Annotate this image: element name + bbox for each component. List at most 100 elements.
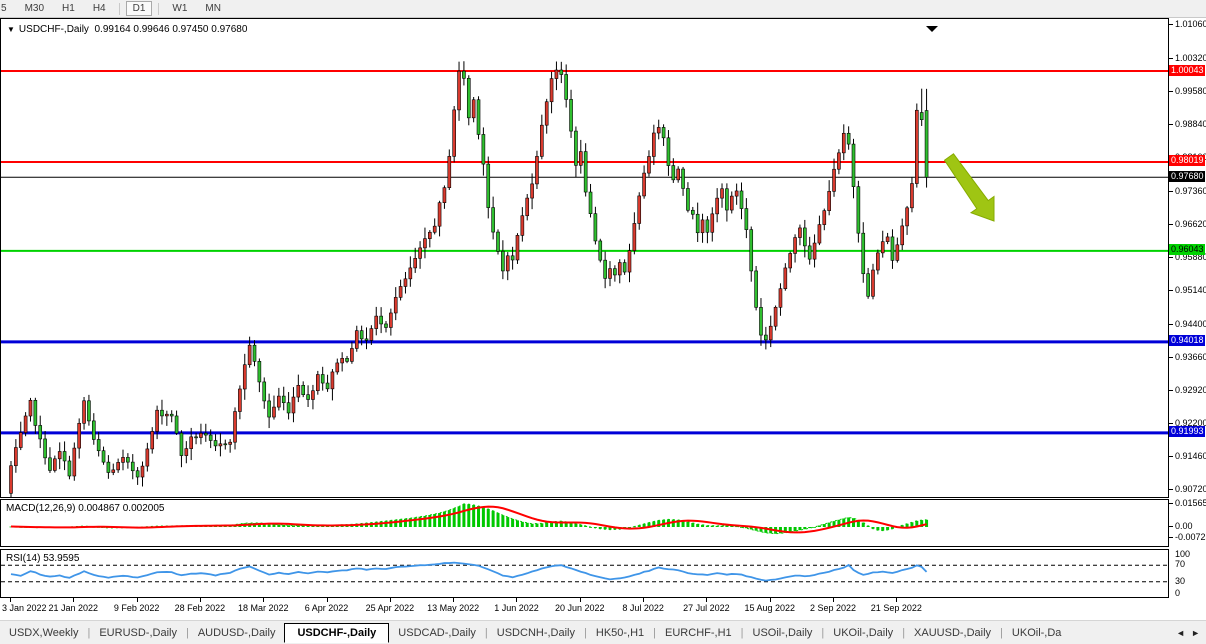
chart-tab-usdx-weekly[interactable]: USDX,Weekly [9, 627, 79, 639]
arrow-annotation [943, 153, 995, 222]
axis-tick-mark [1169, 323, 1173, 325]
chart-tab-eurusd-daily[interactable]: EURUSD-,Daily [99, 627, 177, 639]
chart-tab-eurchf-h1[interactable]: EURCHF-,H1 [665, 627, 732, 639]
price-marker-1.00043: 1.00043 [1169, 64, 1205, 76]
axis-tick-mark [1169, 257, 1173, 259]
price-tick-label: 1.01060 [1175, 19, 1206, 30]
price-axis[interactable]: 1.010601.003200.995800.988400.981000.973… [1169, 18, 1206, 498]
chart-tab-usdcad-daily[interactable]: USDCAD-,Daily [398, 627, 476, 639]
chart-tab-usoil-daily[interactable]: USOil-,Daily [752, 627, 813, 639]
axis-tick-mark [1169, 422, 1173, 424]
price-marker-0.97680: 0.97680 [1169, 170, 1205, 182]
tab-scroll-controls: ◄ ► [1173, 628, 1206, 638]
chart-tab-usdchf-daily[interactable]: USDCHF-,Daily [284, 623, 390, 643]
date-label: 27 Jul 2022 [683, 603, 730, 613]
tab-separator: | [185, 627, 189, 639]
axis-tick-mark [1169, 57, 1173, 59]
price-tick-label: 0.97360 [1175, 185, 1206, 196]
macd-tick-label: -0.00725 [1175, 531, 1206, 542]
timeframe-button-h1[interactable]: H1 [62, 3, 75, 14]
chart-ohlc-values: 0.99164 0.99646 0.97450 0.97680 [94, 24, 248, 35]
date-tick-mark [73, 598, 75, 602]
tab-separator: | [1000, 627, 1003, 639]
chart-tab-usdcnh-daily[interactable]: USDCNH-,Daily [496, 627, 576, 639]
price-tick-label: 0.92200 [1175, 417, 1206, 428]
tab-scroll-left-icon[interactable]: ◄ [1176, 628, 1186, 638]
macd-chart[interactable] [1, 500, 1168, 546]
price-tick-label: 0.96620 [1175, 218, 1206, 229]
axis-tick-mark [1169, 124, 1173, 126]
chart-tab-xauusd-daily[interactable]: XAUUSD-,Daily [914, 627, 992, 639]
axis-tick-mark [1169, 536, 1173, 538]
date-label: 15 Aug 2022 [744, 603, 795, 613]
date-tick-mark [706, 598, 708, 602]
date-tick-mark [453, 598, 455, 602]
axis-tick-mark [1169, 455, 1173, 457]
date-label: 2 Sep 2022 [809, 603, 857, 613]
date-label: 25 Apr 2022 [365, 603, 415, 613]
timeframe-button-5[interactable]: 5 [1, 3, 7, 14]
date-label: 9 Feb 2022 [113, 603, 160, 613]
date-label: 18 Mar 2022 [237, 603, 289, 613]
date-tick-mark [136, 598, 138, 602]
axis-tick-mark [1169, 90, 1173, 92]
price-tick-label: 0.95140 [1175, 285, 1206, 296]
price-marker-0.94018: 0.94018 [1169, 335, 1205, 347]
chart-tab-hk50-h1[interactable]: HK50-,H1 [595, 627, 645, 639]
timeframe-toolbar: 5 M30 H1 H4 D1 W1 MN [0, 0, 1206, 18]
macd-signal-line [10, 505, 927, 534]
rsi-panel: RSI(14) 53.9595 [0, 549, 1169, 598]
candlestick-chart[interactable] [1, 19, 1168, 497]
axis-tick-mark [1169, 24, 1173, 26]
axis-tick-mark [1169, 190, 1173, 192]
axis-tick-mark [1169, 356, 1173, 358]
tab-separator: | [740, 627, 744, 639]
chart-title: ▼ USDCHF-,Daily 0.99164 0.99646 0.97450 0… [7, 24, 247, 35]
date-label: 20 Jun 2022 [555, 603, 605, 613]
rsi-line [10, 561, 928, 582]
rsi-tick-label: 100 [1175, 549, 1191, 559]
timeframe-button-mn[interactable]: MN [205, 3, 221, 14]
date-label: 13 May 2022 [427, 603, 480, 613]
price-tick-label: 0.98840 [1175, 119, 1206, 130]
date-tick-mark [833, 598, 835, 602]
timeframe-button-h4[interactable]: H4 [92, 3, 106, 14]
price-tick-label: 0.93660 [1175, 351, 1206, 362]
timeframe-button-w1[interactable]: W1 [172, 3, 188, 14]
price-tick-label: 0.94400 [1175, 318, 1206, 329]
timeframe-button-d1[interactable]: D1 [125, 1, 153, 16]
price-tick-label: 0.99580 [1175, 85, 1206, 96]
rsi-label: RSI(14) 53.9595 [6, 553, 80, 564]
rsi-chart[interactable] [1, 550, 1168, 597]
price-tick-label: 0.91460 [1175, 450, 1206, 461]
toolbar-separator [118, 2, 120, 15]
axis-tick-mark [1169, 503, 1173, 504]
price-marker-0.98019: 0.98019 [1169, 155, 1205, 167]
date-axis[interactable]: 3 Jan 2022 21 Jan 2022 9 Feb 2022 28 Feb 20… [0, 598, 1169, 619]
chart-tab-ukoil-da[interactable]: UKOil-,Da [1011, 627, 1062, 639]
rsi-axis: 100 70 30 0 [1169, 549, 1206, 598]
chart-symbol-label: USDCHF-,Daily [18, 24, 89, 35]
timeframe-button-m30[interactable]: M30 [24, 3, 45, 14]
axis-tick-mark [1169, 526, 1173, 527]
date-tick-mark [389, 598, 391, 602]
macd-label: MACD(12,26,9) 0.004867 0.002005 [6, 503, 165, 514]
rsi-tick-label: 70 [1175, 559, 1186, 570]
date-label: 21 Jan 2022 [48, 603, 99, 613]
date-tick-mark [326, 598, 328, 602]
date-tick-mark [10, 598, 11, 602]
chart-tab-audusd-daily[interactable]: AUDUSD-,Daily [197, 627, 276, 639]
price-marker-0.96043: 0.96043 [1169, 244, 1205, 256]
chart-tab-ukoil-daily[interactable]: UKOil-,Daily [833, 627, 894, 639]
tab-scroll-right-icon[interactable]: ► [1191, 628, 1200, 638]
date-label: 28 Feb 2022 [174, 603, 226, 613]
tab-separator: | [653, 627, 657, 639]
tab-separator: | [902, 627, 906, 639]
date-tick-mark [769, 598, 771, 602]
chart-dropdown-icon[interactable]: ▼ [7, 25, 15, 34]
date-label: 3 Jan 2022 [2, 603, 47, 613]
chart-shift-icon[interactable] [926, 26, 938, 32]
date-label: 21 Sep 2022 [870, 603, 922, 613]
macd-panel: MACD(12,26,9) 0.004867 0.002005 [0, 499, 1169, 547]
